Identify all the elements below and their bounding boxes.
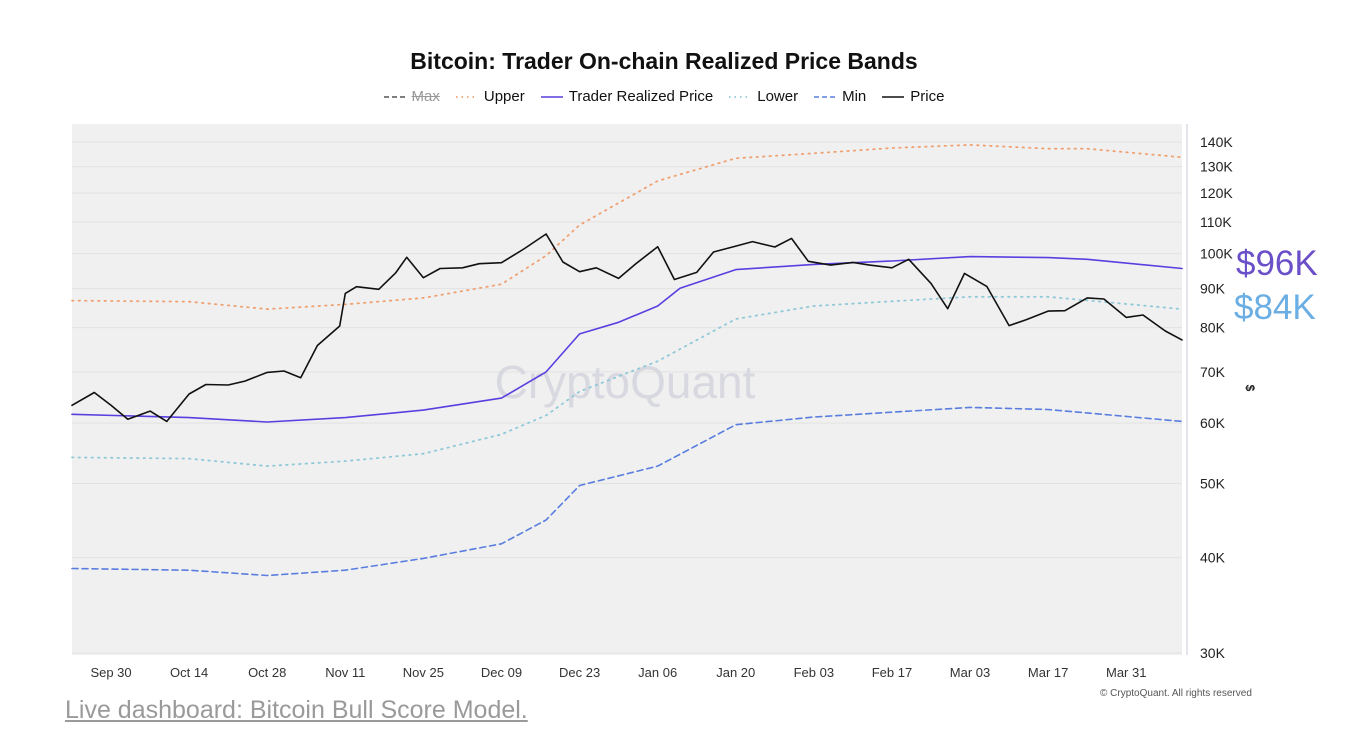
legend-item-price[interactable]: Price xyxy=(882,88,944,105)
legend-swatch-icon xyxy=(383,95,406,98)
legend-item-min[interactable]: Min xyxy=(814,88,866,105)
series-line-upper xyxy=(71,144,1183,310)
y-tick-label: 40K xyxy=(1200,550,1226,566)
watermark: CryptoQuant xyxy=(495,356,756,408)
legend-swatch-icon xyxy=(882,95,905,98)
y-tick-label: 120K xyxy=(1200,185,1233,201)
legend-label: Min xyxy=(842,88,867,105)
legend-item-max[interactable]: Max xyxy=(383,88,440,105)
x-tick-label: Mar 17 xyxy=(1028,665,1068,680)
series-upper xyxy=(71,144,1183,310)
x-tick-label: Sep 30 xyxy=(90,665,131,680)
legend-label: Price xyxy=(910,88,945,105)
x-tick-label: Oct 28 xyxy=(248,665,286,680)
chart-title: Bitcoin: Trader On-chain Realized Price … xyxy=(410,48,918,74)
legend-item-upper[interactable]: Upper xyxy=(455,88,525,105)
y-tick-label: 30K xyxy=(1200,645,1226,661)
x-tick-label: Feb 03 xyxy=(794,665,834,680)
y-tick-label: 90K xyxy=(1200,281,1226,297)
x-tick-label: Jan 20 xyxy=(716,665,755,680)
annotation-lower-band: $84K xyxy=(1234,288,1316,327)
x-tick-label: Nov 25 xyxy=(403,665,444,680)
x-tick-label: Jan 06 xyxy=(638,665,677,680)
y-tick-label: 110K xyxy=(1200,214,1232,230)
y-tick-label: 140K xyxy=(1200,134,1233,150)
legend-swatch-icon xyxy=(540,95,563,98)
legend-item-trader-realized-price[interactable]: Trader Realized Price xyxy=(540,88,714,105)
legend-swatch-icon xyxy=(814,95,837,98)
legend-label: Trader Realized Price xyxy=(568,88,714,105)
x-tick-label: Oct 14 xyxy=(170,665,208,680)
series-min xyxy=(71,406,1183,577)
x-tick-label: Mar 03 xyxy=(950,665,990,680)
legend-label: Upper xyxy=(483,88,525,105)
y-axis-label: $ xyxy=(1243,385,1257,392)
y-tick-label: 50K xyxy=(1200,476,1226,492)
x-tick-label: Nov 11 xyxy=(325,665,365,680)
y-tick-label: 70K xyxy=(1200,364,1226,380)
legend-label: Max xyxy=(411,88,440,105)
series-line-min xyxy=(71,406,1183,577)
x-tick-label: Dec 23 xyxy=(559,665,600,680)
legend-label: Lower xyxy=(757,88,799,105)
series-price xyxy=(71,233,1183,423)
x-tick-label: Dec 09 xyxy=(481,665,522,680)
legend: Max Upper Trader Realized Price Lower Min Pri… xyxy=(0,88,1328,105)
x-tick-label: Mar 31 xyxy=(1106,665,1146,680)
legend-swatch-icon xyxy=(455,95,478,98)
series-line-lower xyxy=(71,295,1183,467)
y-tick-label: 80K xyxy=(1200,320,1226,336)
legend-item-lower[interactable]: Lower xyxy=(729,88,798,105)
annotation-trader-realized-price: $96K xyxy=(1236,244,1318,283)
x-tick-label: Feb 17 xyxy=(872,665,912,680)
series-line-price xyxy=(71,233,1183,423)
series-lower xyxy=(71,295,1183,467)
y-tick-label: 100K xyxy=(1200,246,1233,262)
copyright-text: © CryptoQuant. All rights reserved xyxy=(1100,688,1252,699)
y-tick-label: 60K xyxy=(1200,415,1226,431)
dashboard-link[interactable]: Live dashboard: Bitcoin Bull Score Model… xyxy=(65,696,528,724)
legend-swatch-icon xyxy=(729,95,752,98)
y-tick-label: 130K xyxy=(1200,159,1233,175)
series-line-trader-realized-price xyxy=(71,255,1183,423)
plot-area xyxy=(72,124,1182,655)
series-trader-realized-price xyxy=(71,255,1183,423)
